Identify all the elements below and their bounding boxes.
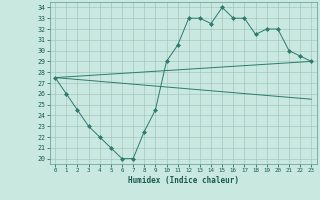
X-axis label: Humidex (Indice chaleur): Humidex (Indice chaleur): [128, 176, 239, 185]
